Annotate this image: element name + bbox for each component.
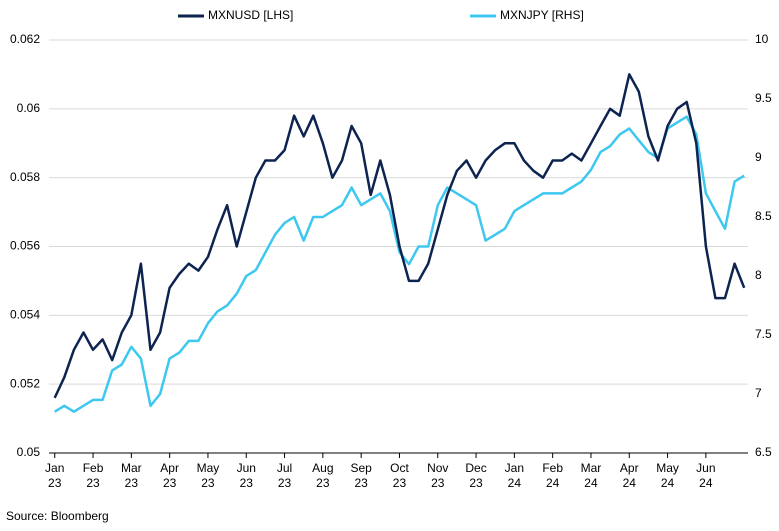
x-tick-label: Apr 24 [619, 461, 639, 490]
x-tick-label: Feb 24 [542, 461, 563, 490]
x-tick-label: Feb 23 [82, 461, 104, 490]
y-tick-label: 0.062 [10, 32, 40, 46]
x-tick-label: Aug 23 [312, 461, 334, 490]
legend-label: MXNJPY [RHS] [500, 8, 584, 22]
x-tick-label: Jan 23 [45, 461, 65, 490]
y2-tick-label: 10 [755, 32, 769, 46]
y2-tick-label: 9.5 [755, 91, 772, 105]
x-tick-label: Jun 23 [236, 461, 256, 490]
y2-tick-label: 8.5 [755, 209, 772, 223]
series-line [54, 115, 745, 413]
x-tick-label: Mar 23 [121, 461, 142, 490]
y-tick-label: 0.054 [10, 308, 40, 322]
x-tick-label: Mar 24 [580, 461, 602, 490]
y-tick-label: 0.06 [17, 101, 41, 115]
x-tick-label: May 23 [196, 461, 220, 490]
y2-tick-label: 7 [755, 386, 762, 400]
series-line [53, 73, 746, 399]
y2-tick-label: 7.5 [755, 327, 772, 341]
legend-label: MXNUSD [LHS] [208, 8, 293, 22]
source-note: Source: Bloomberg [6, 509, 109, 523]
x-tick-label: Sep 23 [350, 461, 372, 490]
y-tick-label: 0.05 [17, 445, 41, 459]
y-tick-label: 0.052 [10, 376, 40, 390]
y2-tick-label: 6.5 [755, 445, 772, 459]
x-tick-label: May 24 [656, 461, 679, 490]
x-tick-label: Jul 23 [276, 461, 293, 490]
x-tick-label: Jun 24 [696, 461, 716, 490]
y-tick-label: 0.056 [10, 239, 40, 253]
x-tick-label: Dec 23 [465, 461, 487, 490]
x-tick-label: Oct 23 [390, 461, 409, 490]
x-tick-label: Nov 23 [427, 461, 449, 490]
x-tick-label: Jan 24 [504, 461, 525, 490]
y-tick-label: 0.058 [10, 170, 40, 184]
y2-tick-label: 9 [755, 150, 762, 164]
y2-tick-label: 8 [755, 268, 762, 282]
x-tick-label: Apr 23 [160, 461, 179, 490]
